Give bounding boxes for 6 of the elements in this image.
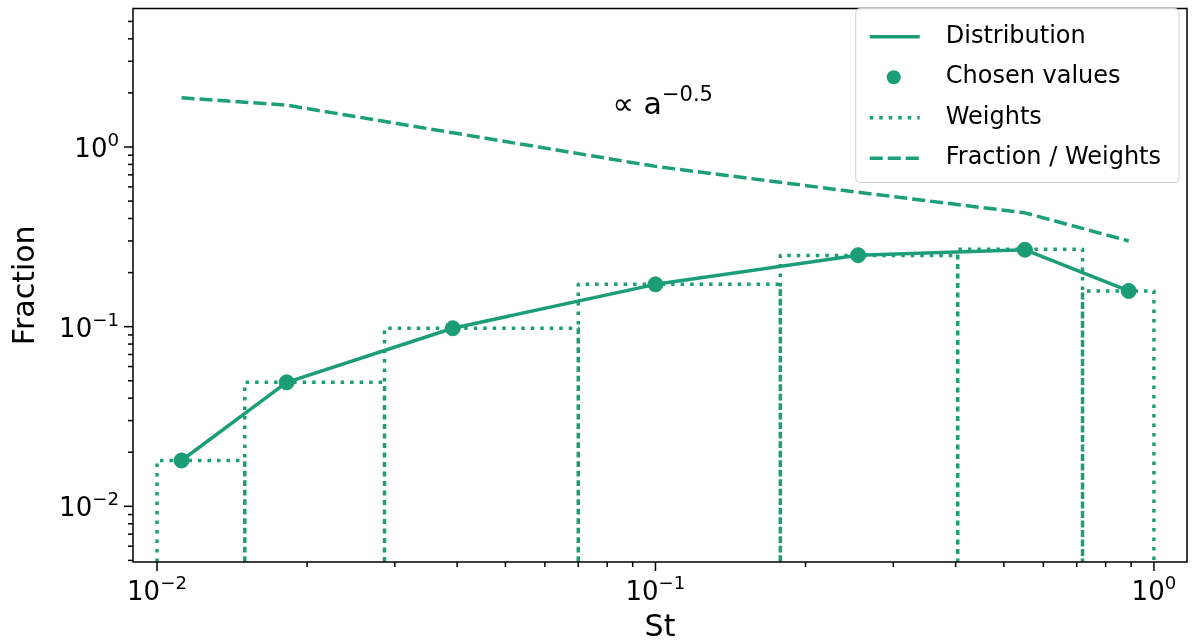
legend-label: Distribution (945, 20, 1086, 49)
legend-label: Fraction / Weights (945, 142, 1161, 171)
y-axis-title: Fraction (6, 225, 41, 346)
x-axis-title: St (644, 608, 676, 643)
legend-label: Chosen values (945, 61, 1121, 90)
legend-label: Weights (945, 101, 1042, 130)
